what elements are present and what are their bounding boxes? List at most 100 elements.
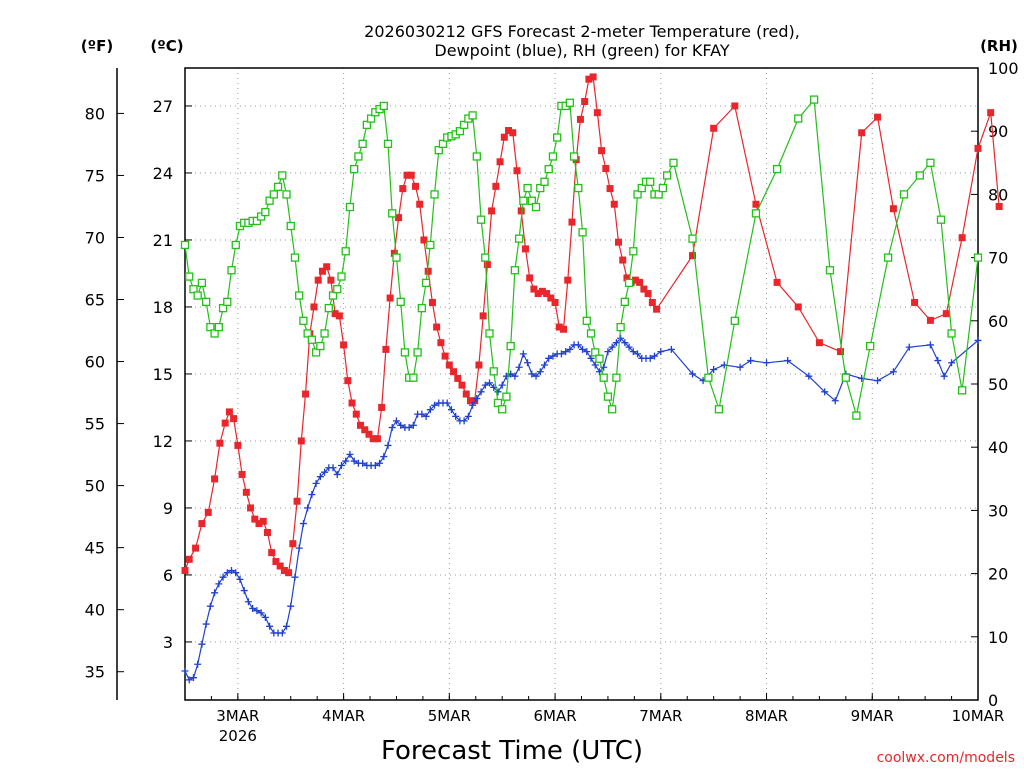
- dewpoint-point: [181, 667, 189, 675]
- dewpoint-point: [486, 379, 494, 387]
- dewpoint-point: [452, 412, 460, 420]
- temperature-point: [598, 147, 606, 155]
- dewpoint-point: [312, 479, 320, 487]
- temperature-point: [297, 437, 305, 445]
- x-tick-label: 6MAR: [533, 707, 576, 725]
- dewpoint-point: [494, 388, 502, 396]
- dewpoint-point: [464, 412, 472, 420]
- dewpoint-point: [926, 341, 934, 349]
- dewpoint-point: [308, 491, 316, 499]
- temperature-point: [496, 158, 504, 166]
- temperature-point: [619, 256, 627, 264]
- dewpoint-point: [473, 395, 481, 403]
- temperature-point: [373, 435, 381, 443]
- temperature-point: [310, 303, 318, 311]
- rh-point: [620, 297, 630, 306]
- temperature-point: [543, 290, 551, 298]
- dewpoint-point: [388, 424, 396, 432]
- dewpoint-point: [359, 459, 367, 467]
- dewpoint-point: [545, 354, 553, 362]
- temperature-point: [225, 408, 233, 416]
- dewpoint-point: [784, 357, 792, 365]
- rh-point: [409, 373, 418, 382]
- rh-point: [548, 152, 558, 161]
- temperature-point: [340, 341, 348, 349]
- rh-tick-label: 60: [988, 312, 1008, 331]
- temperature-point: [293, 497, 301, 505]
- rh-point: [688, 234, 697, 243]
- rh-unit-label: (RH): [980, 37, 1018, 55]
- temperature-point: [238, 470, 246, 478]
- dewpoint-point: [189, 674, 197, 682]
- x-tick-label: 4MAR: [322, 707, 365, 725]
- temperature-point: [911, 298, 919, 306]
- temperature-point: [198, 520, 206, 528]
- temperature-point: [407, 171, 415, 179]
- dewpoint-point: [667, 345, 675, 353]
- rh-point: [455, 127, 465, 136]
- temperature-point: [926, 316, 934, 324]
- rh-point: [595, 354, 604, 363]
- dewpoint-point: [940, 372, 948, 380]
- rh-tick-label: 50: [988, 375, 1008, 394]
- temperature-point: [204, 508, 212, 516]
- temperature-point: [216, 439, 224, 447]
- temperature-point: [378, 403, 386, 411]
- dewpoint-point: [511, 372, 519, 380]
- temperature-point: [390, 249, 398, 257]
- rh-point: [328, 291, 338, 300]
- rh-point: [629, 247, 638, 256]
- temperature-point: [648, 298, 656, 306]
- dewpoint-point: [566, 345, 574, 353]
- rh-point: [582, 316, 591, 325]
- rh-point: [825, 266, 835, 275]
- temperature-point: [731, 102, 739, 110]
- rh-point: [227, 266, 236, 275]
- dewpoint-point: [710, 365, 718, 373]
- rh-point: [751, 209, 761, 218]
- rh-point: [603, 392, 613, 401]
- temperature-point: [640, 285, 648, 293]
- rh-point: [400, 348, 410, 357]
- rh-tick-label: 90: [988, 122, 1008, 141]
- dewpoint-point: [405, 424, 413, 432]
- dewpoint-point: [934, 357, 942, 365]
- temperature-point: [631, 276, 639, 284]
- rh-point: [794, 114, 803, 123]
- temperature-point: [441, 352, 449, 360]
- dewpoint-point: [460, 417, 468, 425]
- temperature-point: [564, 276, 572, 284]
- rh-series-line: [184, 98, 979, 416]
- rh-point: [662, 171, 672, 180]
- temperature-point: [500, 133, 508, 141]
- dewpoint-point: [392, 417, 400, 425]
- dewpoint-point: [223, 569, 231, 577]
- temperature-point: [386, 294, 394, 302]
- dewpoint-point: [329, 464, 337, 472]
- fahrenheit-tick-label: 55: [85, 415, 105, 434]
- dewpoint-point: [253, 607, 261, 615]
- rh-point: [438, 139, 448, 148]
- temperature-point: [395, 214, 403, 222]
- dewpoint-point: [657, 348, 665, 356]
- dewpoint-point: [337, 462, 345, 470]
- temperature-point: [974, 144, 982, 152]
- rh-point: [809, 95, 819, 104]
- x-tick-sublabel: 2026: [219, 727, 257, 745]
- dewpoint-point: [219, 573, 227, 581]
- dewpoint-point: [431, 401, 439, 409]
- temperature-point: [268, 549, 276, 557]
- fahrenheit-tick-label: 50: [85, 477, 105, 496]
- rh-point: [536, 183, 545, 193]
- dewpoint-point: [583, 348, 591, 356]
- rh-point: [633, 190, 642, 199]
- temperature-point: [276, 562, 284, 570]
- rh-point: [772, 164, 782, 174]
- dewpoint-point: [211, 589, 219, 597]
- temperature-point: [547, 294, 555, 302]
- rh-point: [574, 183, 583, 193]
- temperature-point: [424, 267, 432, 275]
- dewpoint-point: [591, 361, 599, 369]
- dewpoint-point: [194, 660, 202, 668]
